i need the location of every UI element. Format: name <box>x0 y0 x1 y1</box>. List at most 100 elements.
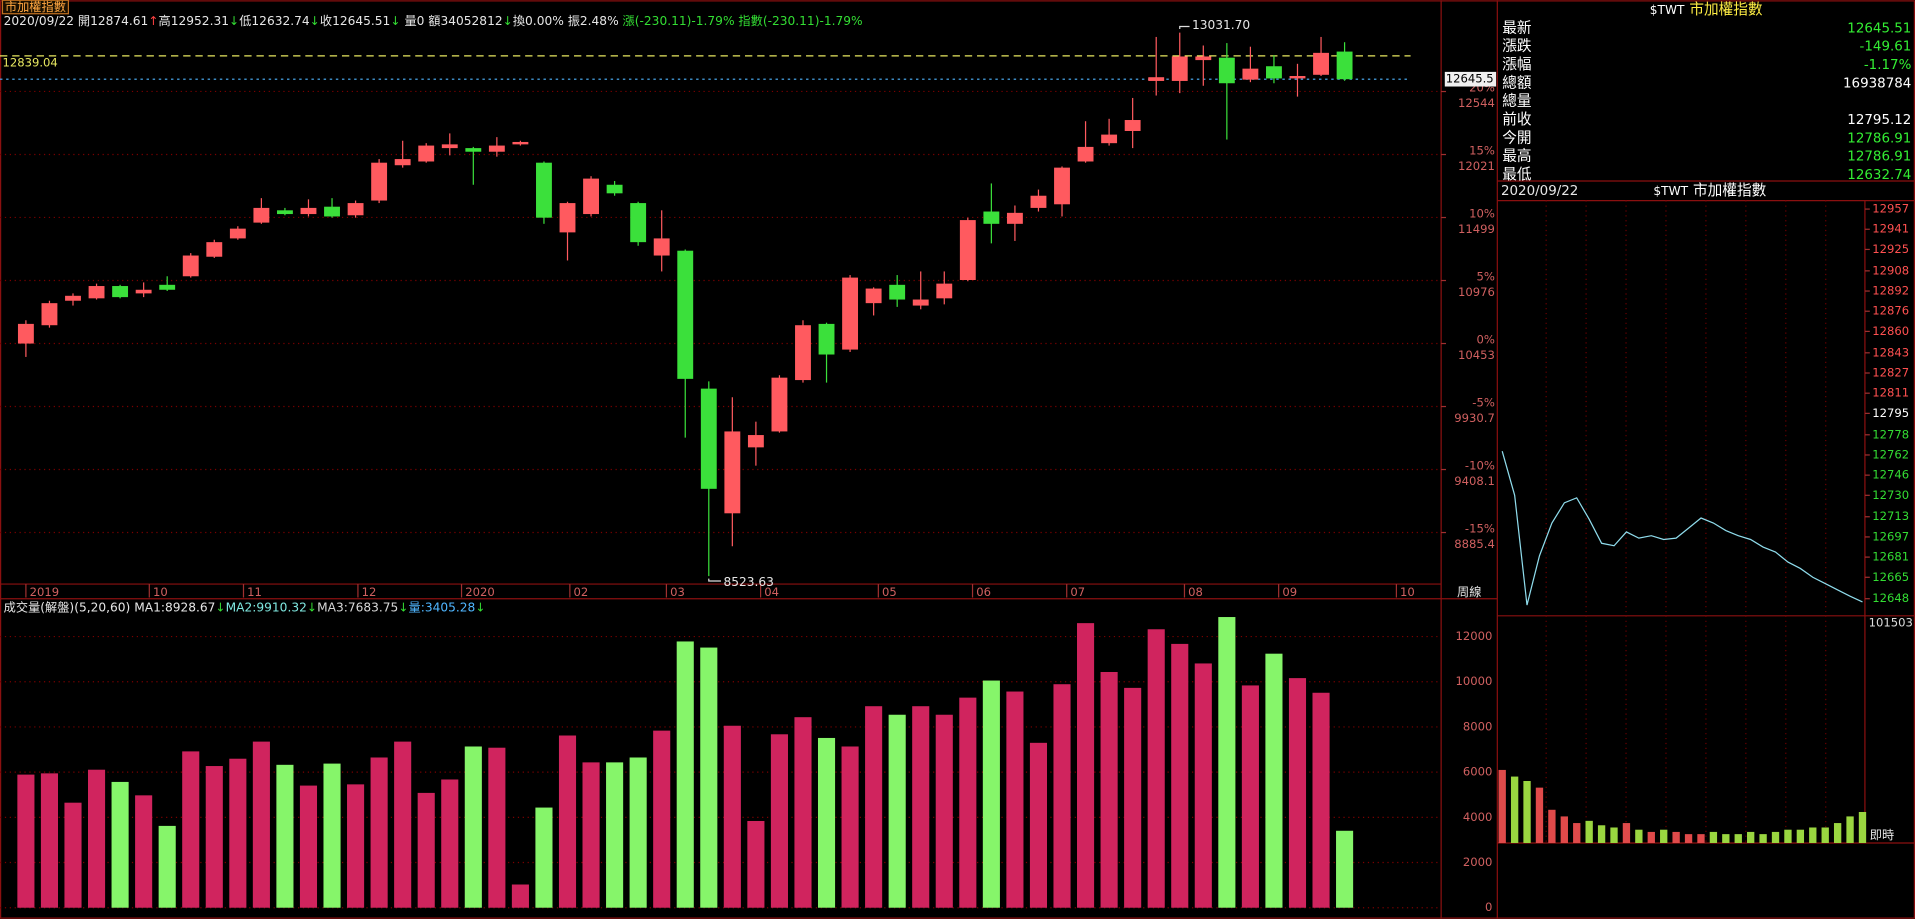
volume-bar <box>535 807 553 908</box>
volume-bar <box>841 746 859 908</box>
x-tick-label: 02 <box>574 585 589 599</box>
volume-bar <box>1006 691 1024 908</box>
y-tick-label: 12778 <box>1872 427 1909 441</box>
y-tick-label: 10976 <box>1458 285 1495 299</box>
volume-bar <box>441 779 459 908</box>
candle-body <box>135 289 152 294</box>
candle-body <box>747 435 764 448</box>
y-tick-label: 12827 <box>1872 366 1909 380</box>
candle-body <box>865 288 882 304</box>
x-tick-label: 09 <box>1282 585 1297 599</box>
candle-body <box>1030 195 1047 208</box>
text-segment: 高12952.31 <box>159 13 229 28</box>
y-tick-label: 12681 <box>1872 550 1909 564</box>
volume-bar <box>1809 827 1817 843</box>
volume-bar <box>1124 687 1142 908</box>
x-tick-label: 08 <box>1188 585 1203 599</box>
volume-bar <box>87 769 106 908</box>
quote-label: 總額 <box>1502 73 1532 91</box>
y-tick-label: 0 <box>1485 900 1492 914</box>
volume-caption: 成交量(解盤)(5,20,60) MA1:8928.67↓MA2:9910.32… <box>4 599 486 614</box>
volume-bar <box>17 774 35 908</box>
quote-value: 12786.91 <box>1847 131 1911 146</box>
volume-bar <box>1560 816 1568 843</box>
y-tick-label: 12746 <box>1872 468 1909 482</box>
volume-bar <box>1672 831 1680 843</box>
volume-bar <box>135 795 153 908</box>
volume-bar <box>1100 671 1118 908</box>
volume-bar <box>676 641 694 908</box>
volume-bar <box>1846 816 1854 843</box>
y-tick-label: 12941 <box>1872 222 1909 236</box>
volume-bar <box>64 802 82 908</box>
volume-bar <box>935 714 953 908</box>
text-segment: ↓ <box>390 14 400 28</box>
intraday-date: 2020/09/22 <box>1501 184 1578 199</box>
y2-tick-label: 5% <box>1476 269 1494 283</box>
quote-value: 16938784 <box>1843 76 1911 91</box>
candle-body <box>276 210 293 215</box>
volume-bar <box>1548 809 1556 843</box>
y-tick-label: 12811 <box>1872 386 1909 400</box>
text-segment: ↓ <box>398 600 408 614</box>
candle-body <box>324 206 340 217</box>
text-segment: 收12645.51 <box>320 14 390 28</box>
candle-body <box>700 388 717 489</box>
volume-bar <box>1858 811 1867 843</box>
volume-bar <box>417 792 435 908</box>
candle-body <box>512 141 529 145</box>
quote-label: 漲跌 <box>1502 38 1532 55</box>
candle-body <box>371 162 388 201</box>
volume-bar <box>1709 831 1718 843</box>
candle-body <box>182 255 199 277</box>
x-tick-label: 2019 <box>30 585 60 599</box>
y-tick-label: 10453 <box>1458 348 1495 362</box>
volume-bar <box>912 706 930 908</box>
x-unit-label: 即時 <box>1870 828 1894 842</box>
y-tick-label: 12908 <box>1872 263 1909 277</box>
candle-body <box>1148 77 1165 81</box>
volume-bar <box>1077 623 1095 908</box>
volume-bar <box>1597 825 1606 843</box>
volume-bar <box>394 741 412 908</box>
quote-label: 最高 <box>1502 148 1531 165</box>
candle-body <box>41 303 58 326</box>
quote-value: -149.61 <box>1860 40 1912 55</box>
volume-bar <box>347 784 365 908</box>
y-tick-label: 12860 <box>1872 324 1909 338</box>
volume-bar <box>865 706 883 908</box>
volume-bar <box>959 697 977 908</box>
volume-bar <box>488 747 506 908</box>
x-unit-label: 周線 <box>1457 584 1481 599</box>
y2-tick-label: -5% <box>1472 395 1495 409</box>
quote-label: 最低 <box>1502 166 1532 183</box>
title-box <box>1 0 70 15</box>
text-segment: 開12874.61 <box>78 14 148 28</box>
y-tick-label: 8000 <box>1463 719 1493 733</box>
low-label: 8523.63 <box>723 575 773 589</box>
candle-body <box>1336 51 1353 80</box>
candle-body <box>724 431 741 514</box>
y2-tick-label: -15% <box>1465 521 1495 535</box>
volume-bar <box>1747 831 1755 843</box>
quote-label: 前收 <box>1502 111 1532 128</box>
candle-body <box>889 284 906 300</box>
text-segment: 量0 額34052812 <box>401 14 503 28</box>
symbol: $TWT <box>1650 3 1685 17</box>
volume-bar <box>888 714 906 908</box>
volume-bar <box>629 757 647 908</box>
y-tick-label: 12795 <box>1872 406 1909 420</box>
volume-bar <box>1523 780 1531 843</box>
volume-bar <box>1684 834 1693 843</box>
candle-body <box>1242 68 1259 80</box>
volume-bar <box>158 825 176 908</box>
price-tag <box>1444 71 1497 87</box>
text-segment: MA2:9910.32 <box>226 600 307 614</box>
volume-bar <box>582 762 600 908</box>
candle-body <box>536 162 552 218</box>
candle-body <box>229 228 246 239</box>
volume-bar <box>464 746 482 908</box>
text-segment: 成交量(解盤)(5,20,60) <box>4 599 135 614</box>
symbol: $TWT <box>1653 183 1688 197</box>
candle-body <box>1054 167 1070 205</box>
